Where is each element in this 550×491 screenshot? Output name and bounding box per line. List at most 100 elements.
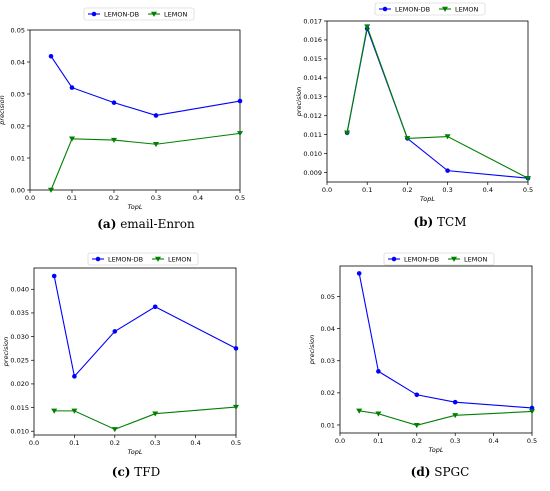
legend-label: LEMON [164, 10, 187, 18]
y-axis-label: precision [0, 95, 6, 125]
y-tick-label: 0.01 [11, 154, 25, 162]
y-tick-label: 0.010 [10, 428, 29, 436]
data-point-lemon [111, 137, 117, 143]
plot-frame [29, 29, 241, 191]
legend-marker [91, 11, 97, 17]
panel-spgc: 0.0 0.1 0.2 0.3 0.4 0.5 0.01 0.02 0.03 0.04 0.05 To… [308, 252, 537, 479]
y-tick-label: 0.009 [303, 169, 322, 177]
series-line-lemon [359, 410, 533, 426]
caption-dataset: TCM [433, 215, 466, 229]
x-tick-label: 0.4 [193, 194, 203, 202]
panel-caption: (a) email-Enron [97, 217, 195, 231]
y-tick-label: 0.030 [10, 333, 29, 341]
panel-caption: (d) SPGC [411, 465, 470, 479]
legend: LEMON-DB LEMON [87, 252, 199, 266]
legend-label: LEMON [464, 255, 487, 263]
x-tick-label: 0.0 [29, 439, 39, 447]
y-tick-label: 0.02 [321, 389, 335, 397]
y-tick-label: 0.010 [303, 150, 322, 158]
y-tick-label: 0.00 [11, 186, 25, 194]
plot-frame [33, 267, 237, 436]
data-point-lemon-db [112, 329, 118, 334]
y-tick-label: 0.012 [303, 112, 322, 120]
x-tick-label: 0.2 [412, 437, 422, 445]
legend: LEMON-DB LEMON [83, 7, 195, 21]
y-tick-label: 0.035 [10, 309, 29, 317]
y-tick-label: 0.015 [303, 55, 322, 63]
legend-box [83, 7, 195, 21]
caption-dataset: email-Enron [116, 217, 195, 231]
series-line-lemon-db [50, 55, 241, 117]
data-point-lemon-db [111, 100, 117, 105]
y-tick-label: 0.014 [303, 74, 322, 82]
data-point-lemon [69, 136, 75, 142]
x-tick-label: 0.0 [322, 186, 332, 194]
x-tick-label: 0.5 [527, 437, 537, 445]
y-tick-label: 0.04 [321, 325, 335, 333]
data-point-lemon-db [529, 405, 535, 411]
x-tick-label: 0.2 [402, 186, 412, 194]
x-axis-label: TopL [128, 448, 143, 456]
data-point-lemon-db [356, 271, 362, 276]
data-point-lemon [525, 175, 531, 182]
y-tick-label: 0.017 [303, 17, 322, 25]
series-line-lemon [54, 406, 237, 430]
series-line-lemon [346, 24, 529, 179]
panel-tcm: 0.0 0.1 0.2 0.3 0.4 0.5 0.009 0.010 0.011 0.012 0.… [295, 2, 533, 229]
data-point-lemon [233, 404, 239, 410]
data-point-lemon-db [152, 304, 158, 310]
data-point-lemon [529, 409, 535, 415]
data-point-lemon [237, 131, 243, 137]
x-tick-label: 0.3 [442, 186, 452, 194]
legend-box [87, 252, 199, 266]
x-tick-label: 0.0 [25, 194, 35, 202]
caption-dataset: TFD [130, 465, 160, 479]
y-tick-label: 0.015 [10, 404, 29, 412]
data-point-lemon [375, 411, 382, 417]
data-point-lemon-db [153, 113, 159, 118]
legend-label: LEMON-DB [108, 255, 143, 263]
data-point-lemon-db [445, 168, 450, 173]
legend-marker [95, 256, 101, 262]
panel-tfd: 0.0 0.1 0.2 0.3 0.4 0.5 0.010 0.015 0.020 0.025 0.… [2, 252, 241, 479]
panel-email-enron: 0.0 0.1 0.2 0.3 0.4 0.5 0.00 0.01 0.02 0.03 0.04 0.… [0, 7, 245, 231]
panel-caption: (c) TFD [112, 465, 160, 479]
caption-letter: (b) [413, 215, 433, 229]
y-tick-label: 0.01 [321, 421, 335, 429]
data-point-lemon [452, 413, 459, 419]
legend: LEMON-DB LEMON [383, 252, 495, 266]
x-tick-label: 0.1 [362, 186, 372, 194]
x-tick-label: 0.4 [483, 186, 493, 194]
y-tick-label: 0.02 [11, 122, 25, 130]
plot-frame [326, 20, 529, 183]
data-point-lemon-db [69, 85, 75, 90]
x-axis-label: TopL [128, 203, 143, 211]
series-line-lemon-db [358, 273, 533, 409]
series-line-lemon-db [53, 275, 237, 378]
legend-label: LEMON-DB [104, 10, 139, 18]
data-point-lemon [444, 134, 451, 140]
caption-dataset: SPGC [430, 465, 469, 479]
y-tick-label: 0.03 [321, 357, 335, 365]
x-tick-label: 0.2 [109, 194, 119, 202]
y-tick-label: 0.013 [303, 93, 322, 101]
legend-marker [382, 6, 388, 12]
y-tick-label: 0.04 [11, 58, 25, 66]
x-tick-label: 0.3 [450, 437, 460, 445]
x-tick-label: 0.1 [69, 439, 79, 447]
legend-marker [155, 256, 161, 262]
caption-letter: (d) [411, 465, 431, 479]
legend-marker [442, 6, 448, 12]
data-point-lemon-db [233, 346, 239, 351]
legend-box [374, 2, 486, 16]
x-tick-label: 0.4 [190, 439, 200, 447]
x-axis-label: TopL [429, 446, 444, 454]
series-line-lemon-db [346, 26, 529, 179]
x-tick-label: 0.1 [373, 437, 383, 445]
y-tick-label: 0.016 [303, 36, 322, 44]
data-point-lemon-db [237, 98, 243, 104]
data-point-lemon-db [414, 392, 420, 398]
data-point-lemon [344, 130, 351, 136]
x-tick-label: 0.4 [488, 437, 498, 445]
